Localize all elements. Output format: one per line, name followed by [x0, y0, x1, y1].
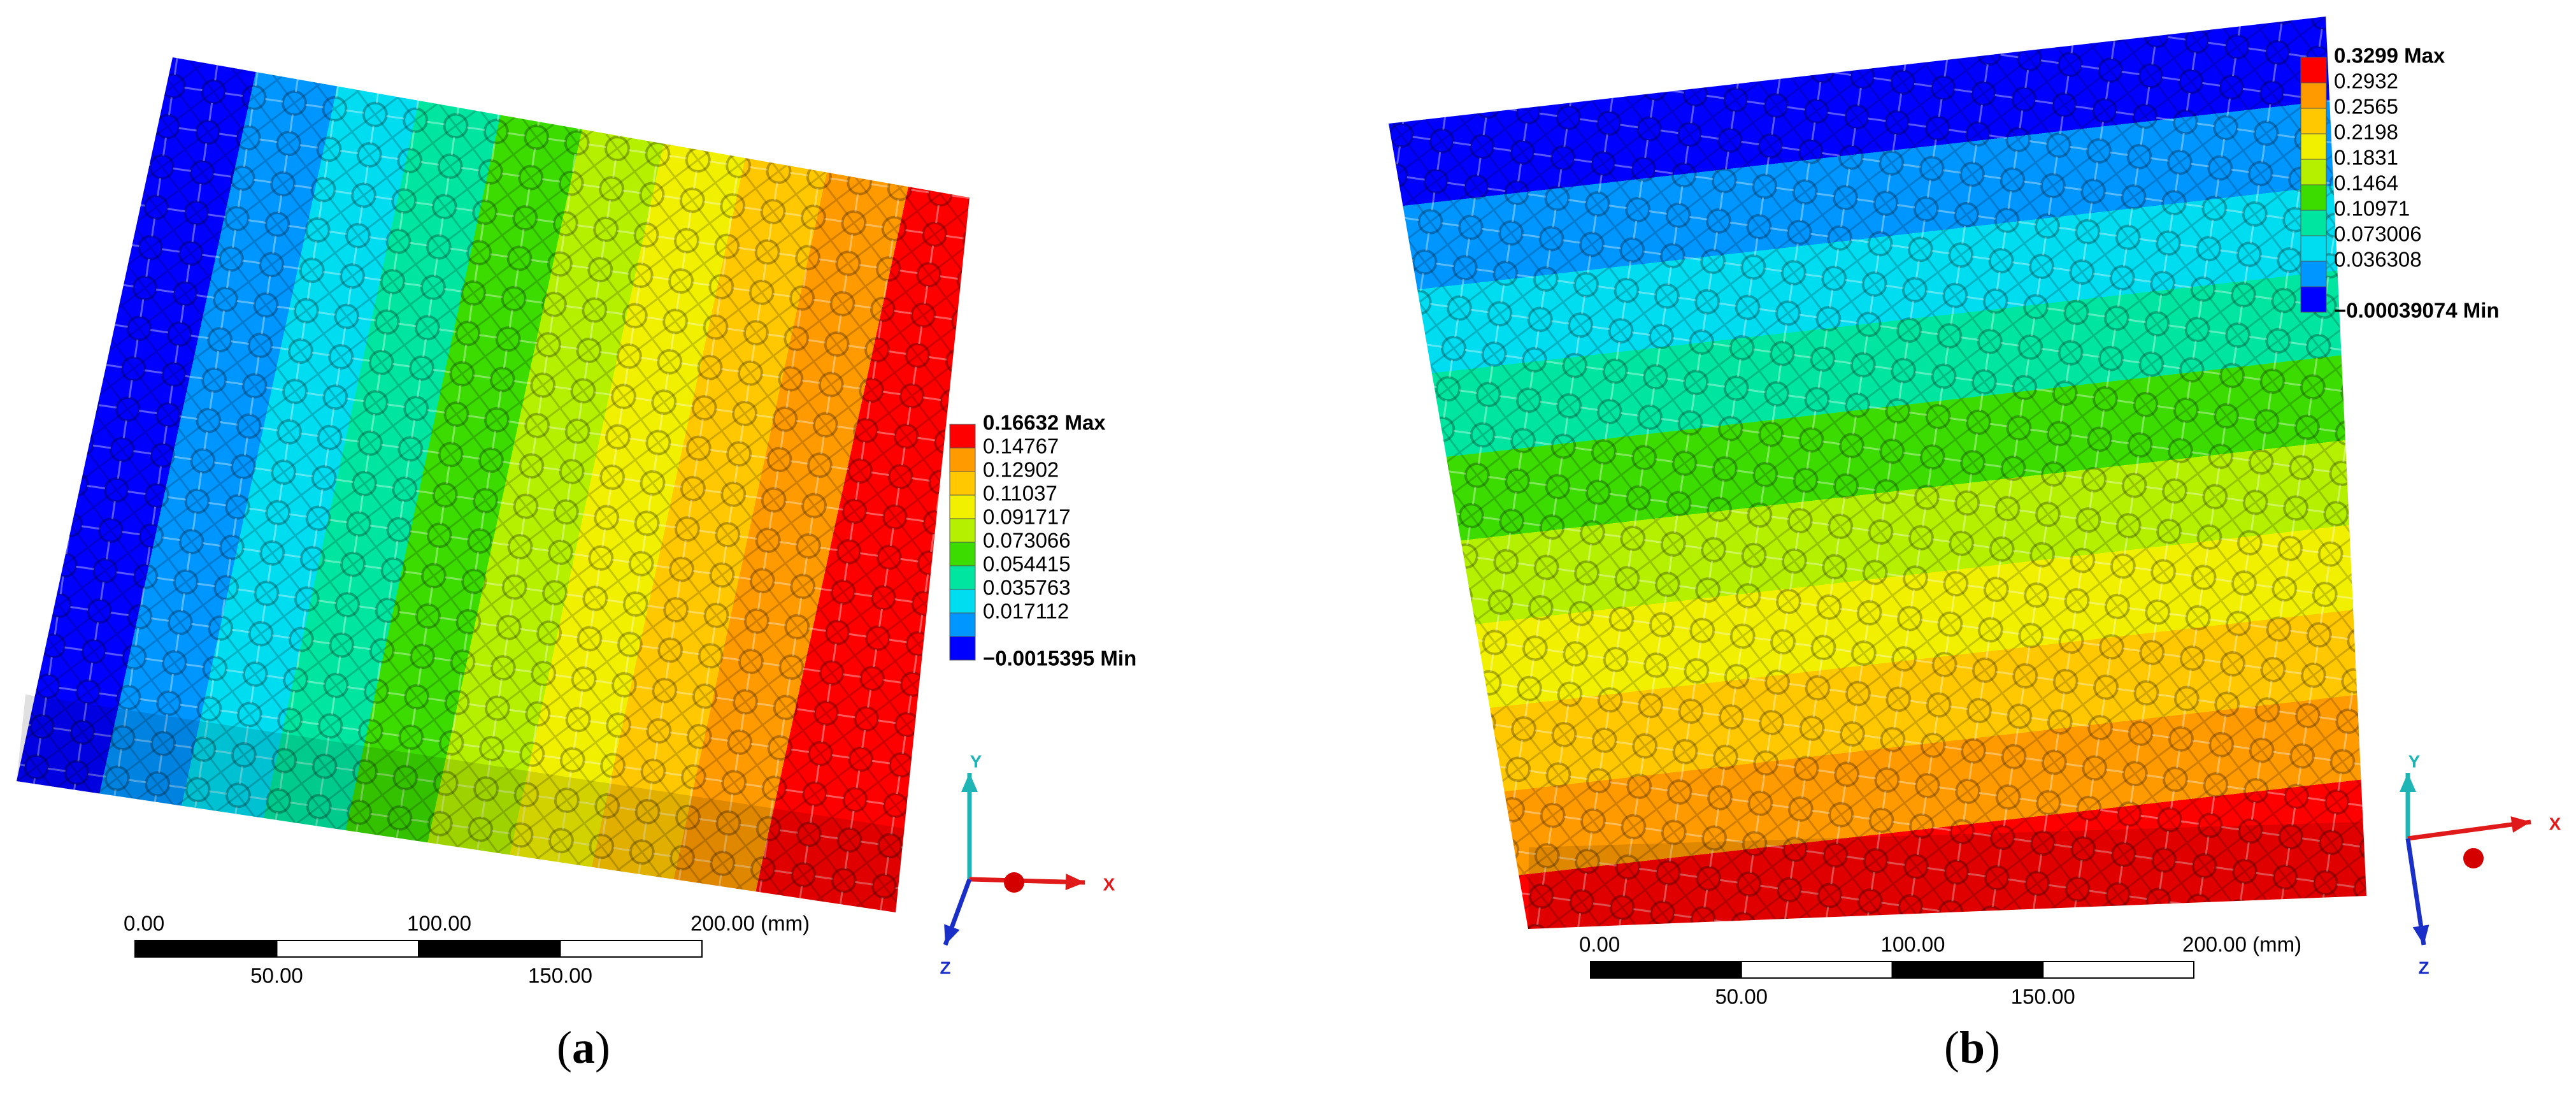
z-axis-arrow-head: [2412, 925, 2429, 945]
y-axis-arrow-head: [961, 773, 978, 792]
scale-bar-label: 50.00: [250, 964, 303, 988]
legend-label: 0.091717: [983, 505, 1071, 529]
caption-part: (: [1944, 1022, 1959, 1073]
lattice-texture: [17, 57, 970, 912]
legend-swatch: [949, 494, 976, 519]
legend-swatch: [949, 471, 976, 496]
axis-label: X: [2549, 814, 2561, 833]
scale-bar-segment: [418, 940, 561, 958]
legend-label: 0.12902: [983, 458, 1059, 482]
scale-bar-segment: [1590, 961, 1742, 979]
legend-swatch: [949, 447, 976, 472]
legend-swatch: [949, 636, 976, 661]
legend-swatch: [2300, 286, 2327, 313]
panel: 0.3299 Max0.29320.25650.21980.18310.1464…: [1389, 17, 2561, 1073]
legend-label: −0.00039074 Min: [2334, 299, 2500, 322]
caption: (a): [557, 1022, 610, 1073]
legend-swatch: [949, 612, 976, 637]
scale-bar-label: 200.00 (mm): [2182, 933, 2301, 956]
scale-bar-label: 200.00 (mm): [691, 912, 810, 935]
legend-swatch: [949, 565, 976, 590]
legend-swatch: [2300, 235, 2327, 262]
caption-part: (: [557, 1022, 572, 1073]
legend-label: 0.16632 Max: [983, 411, 1106, 435]
legend-swatch: [949, 542, 976, 566]
legend-swatch: [2300, 57, 2327, 83]
x-axis-arrow: [2407, 819, 2531, 841]
legend-swatch: [2300, 159, 2327, 185]
scale-bar-segment: [2042, 961, 2194, 979]
triad-ball: [1004, 872, 1024, 893]
x-axis-arrow-head: [1065, 874, 1085, 891]
legend-label: 0.2565: [2334, 95, 2398, 119]
caption-part: ): [595, 1022, 610, 1073]
scale-bar-label: 100.00: [1881, 933, 1945, 956]
axis-label: Z: [940, 958, 950, 977]
scale-bar-segment: [134, 940, 278, 958]
scale-bar-label: 150.00: [528, 964, 592, 988]
panel: 0.16632 Max0.147670.129020.110370.091717…: [17, 57, 1136, 1073]
scale-bar-label: 50.00: [1715, 985, 1768, 1009]
triad-ball: [2463, 848, 2484, 868]
legend-label: 0.3299 Max: [2334, 44, 2445, 68]
y-axis-arrow-head: [2400, 773, 2416, 792]
legend-label: 0.073006: [2334, 222, 2422, 246]
lattice-front-face: [1528, 822, 2366, 929]
legend-label: −0.0015395 Min: [983, 647, 1136, 670]
legend-swatch: [2300, 210, 2327, 236]
scale-bar-segment: [1891, 961, 2044, 979]
caption-part: a: [572, 1022, 595, 1073]
legend-label: 0.2198: [2334, 120, 2398, 144]
x-axis-arrow-head: [2510, 816, 2531, 833]
caption-part: b: [1959, 1022, 1985, 1073]
legend-label: 0.054415: [983, 552, 1071, 576]
legend-swatch: [2300, 184, 2327, 211]
legend-swatch: [949, 518, 976, 543]
legend-swatch: [2300, 261, 2327, 287]
axis-label: Y: [970, 751, 982, 771]
axis-label: Y: [2408, 751, 2421, 771]
legend-label: 0.2932: [2334, 69, 2398, 93]
legend-label: 0.035763: [983, 576, 1071, 600]
legend-label: 0.1464: [2334, 171, 2398, 195]
scale-bar-label: 0.00: [1579, 933, 1620, 956]
legend-swatch: [949, 424, 976, 449]
legend-swatch: [2300, 133, 2327, 160]
scale-bar-label: 150.00: [2011, 985, 2075, 1009]
x-axis-arrow: [969, 877, 1085, 885]
scale-bar-segment: [276, 940, 419, 958]
caption: (b): [1944, 1022, 2000, 1073]
legend-label: 0.017112: [983, 600, 1069, 623]
scale-bar-label: 0.00: [124, 912, 164, 935]
legend-label: 0.1831: [2334, 146, 2398, 169]
legend-label: 0.10971: [2334, 197, 2410, 220]
z-axis-arrow-head: [944, 924, 960, 945]
legend-label: 0.036308: [2334, 248, 2422, 271]
lattice-front-face: [17, 695, 905, 912]
legend-label: 0.14767: [983, 435, 1059, 458]
legend-swatch: [949, 589, 976, 614]
axis-label: X: [1103, 874, 1115, 894]
legend-swatch: [2300, 82, 2327, 109]
scale-bar-segment: [1740, 961, 1893, 979]
legend-swatch: [2300, 108, 2327, 134]
caption-part: ): [1985, 1022, 2000, 1073]
legend-label: 0.11037: [983, 482, 1057, 505]
scale-bar-label: 100.00: [407, 912, 471, 935]
lattice-texture: [1389, 17, 2366, 929]
axis-label: Z: [2418, 958, 2429, 977]
legend-label: 0.073066: [983, 529, 1071, 552]
scale-bar-segment: [559, 940, 703, 958]
